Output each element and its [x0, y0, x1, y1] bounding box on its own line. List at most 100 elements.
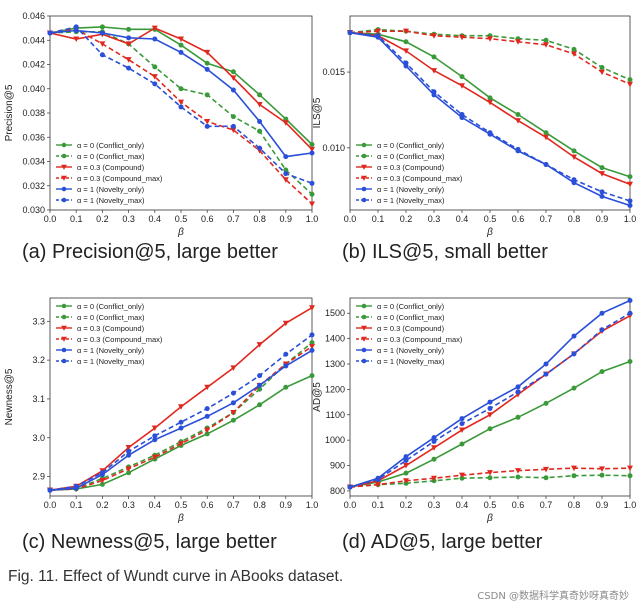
data-point	[309, 344, 315, 350]
data-point	[347, 30, 353, 36]
y-tick-label: 0.030	[22, 205, 45, 215]
data-point	[230, 390, 236, 396]
data-point	[375, 477, 381, 482]
data-point	[571, 473, 577, 479]
data-point	[431, 89, 437, 95]
data-point	[487, 95, 493, 101]
data-point	[283, 154, 289, 160]
x-tick-label: 0.8	[568, 214, 581, 224]
x-tick-label: 0.7	[227, 500, 240, 510]
data-point	[459, 475, 465, 481]
data-point	[204, 92, 210, 98]
data-point	[487, 99, 493, 106]
x-tick-label: 0.5	[175, 500, 188, 510]
data-point	[375, 33, 381, 39]
data-point	[257, 386, 263, 392]
data-point	[309, 201, 315, 207]
legend-marker	[361, 358, 367, 364]
data-point	[459, 472, 465, 479]
legend-entry: α = 0 (Conflict_max)	[77, 313, 145, 322]
y-tick-label: 800	[330, 486, 345, 496]
x-tick-label: 0.6	[512, 214, 525, 224]
data-point	[515, 474, 521, 480]
data-point	[73, 24, 79, 30]
data-point	[99, 24, 105, 30]
data-point	[283, 384, 289, 390]
x-tick-label: 0.0	[344, 214, 357, 224]
legend-marker	[61, 347, 67, 353]
x-tick-label: 0.7	[540, 214, 553, 224]
legend-entry: α = 0 (Conflict_only)	[77, 141, 145, 150]
y-tick-label: 1200	[325, 384, 345, 394]
data-point	[204, 413, 210, 419]
data-point	[571, 351, 577, 357]
x-tick-label: 0.2	[96, 214, 109, 224]
data-point	[257, 145, 263, 151]
data-point	[126, 448, 132, 454]
data-point	[230, 365, 237, 371]
x-tick-label: 0.6	[201, 214, 214, 224]
legend-marker	[361, 347, 367, 353]
data-point	[99, 470, 105, 476]
data-point	[283, 167, 289, 173]
series-line	[49, 29, 313, 158]
data-point	[599, 310, 605, 316]
data-point	[403, 457, 409, 463]
data-point	[99, 477, 106, 484]
legend-entry: α = 0 (Conflict_only)	[77, 302, 145, 311]
legend-entry: α = 0.3 (Compound)	[77, 163, 145, 172]
data-point	[599, 165, 605, 171]
x-tick-label: 0.6	[512, 500, 525, 510]
data-point	[73, 483, 79, 489]
data-point	[151, 425, 158, 432]
x-tick-label: 0.9	[596, 500, 609, 510]
legend-entry: α = 0.3 (Compound_max)	[77, 335, 163, 344]
data-point	[459, 74, 465, 80]
data-point	[126, 470, 132, 476]
x-tick-label: 0.2	[96, 500, 109, 510]
data-point	[543, 42, 549, 48]
data-point	[487, 405, 493, 411]
x-tick-label: 0.1	[70, 500, 83, 510]
data-point	[257, 373, 263, 379]
data-point	[627, 174, 633, 180]
data-point	[599, 193, 605, 199]
y-tick-label: 3.1	[32, 394, 45, 404]
y-tick-label: 3.2	[32, 355, 45, 365]
data-point	[178, 99, 184, 106]
data-point	[204, 384, 211, 391]
data-point	[571, 177, 577, 183]
y-tick-label: 3.0	[32, 433, 45, 443]
data-point	[152, 81, 158, 87]
data-point	[204, 427, 211, 433]
caption-ils: (b) ILS@5, small better	[342, 241, 548, 263]
data-point	[309, 146, 315, 153]
legend-entry: α = 1 (Novelty_max)	[377, 357, 445, 366]
data-point	[599, 69, 605, 76]
legend-entry: α = 0.3 (Compound_max)	[377, 174, 463, 183]
x-axis-label: β	[177, 513, 184, 524]
data-point	[571, 148, 577, 154]
data-point	[204, 60, 210, 66]
y-tick-label: 900	[330, 461, 345, 471]
data-point	[543, 371, 549, 377]
data-point	[257, 128, 263, 134]
y-tick-label: 0.040	[22, 84, 45, 94]
data-point	[282, 177, 289, 183]
data-point	[459, 83, 465, 89]
data-point	[599, 472, 605, 478]
y-tick-label: 1100	[326, 410, 345, 420]
data-point	[403, 60, 409, 66]
data-point	[152, 433, 158, 439]
data-point	[571, 465, 577, 472]
legend-marker	[61, 197, 67, 203]
caption-ad: (d) AD@5, large better	[342, 531, 543, 553]
data-point	[459, 416, 465, 422]
data-point	[599, 327, 605, 333]
data-point	[178, 419, 184, 425]
data-point	[178, 441, 184, 447]
x-tick-label: 0.4	[456, 500, 469, 510]
chart-newness: 0.0 0.1 0.2 0.3 0.4 0.5 0.6 0.7 0.8 0.9 1.0 2.9 3.0 3…	[4, 297, 318, 524]
data-point	[515, 39, 521, 45]
data-point	[431, 445, 437, 451]
